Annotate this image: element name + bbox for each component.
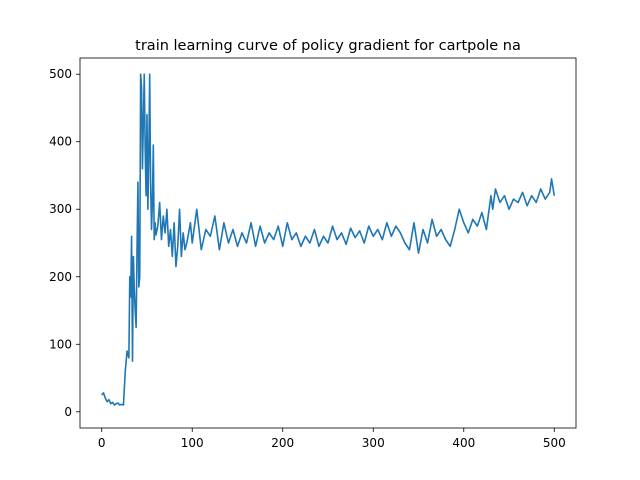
y-tick-label: 0	[64, 405, 72, 419]
x-tick-label: 0	[98, 436, 106, 450]
plot-frame	[79, 57, 577, 429]
series-layer	[101, 73, 556, 406]
y-tick-label: 300	[49, 202, 72, 216]
x-tick-label: 100	[181, 436, 204, 450]
y-tick-label: 500	[49, 67, 72, 81]
y-axis-ticks: 0 100 200 300 400 500	[49, 67, 80, 419]
x-tick-label: 500	[543, 436, 566, 450]
chart-title: train learning curve of policy gradient …	[135, 38, 521, 54]
y-tick-label: 200	[49, 270, 72, 284]
y-tick-label: 100	[49, 337, 72, 351]
x-tick-label: 300	[362, 436, 385, 450]
y-tick-label: 400	[49, 135, 72, 149]
series-line	[101, 73, 556, 406]
x-tick-label: 400	[452, 436, 475, 450]
x-tick-label: 200	[271, 436, 294, 450]
x-axis-ticks: 0 100 200 300 400 500	[98, 428, 566, 450]
